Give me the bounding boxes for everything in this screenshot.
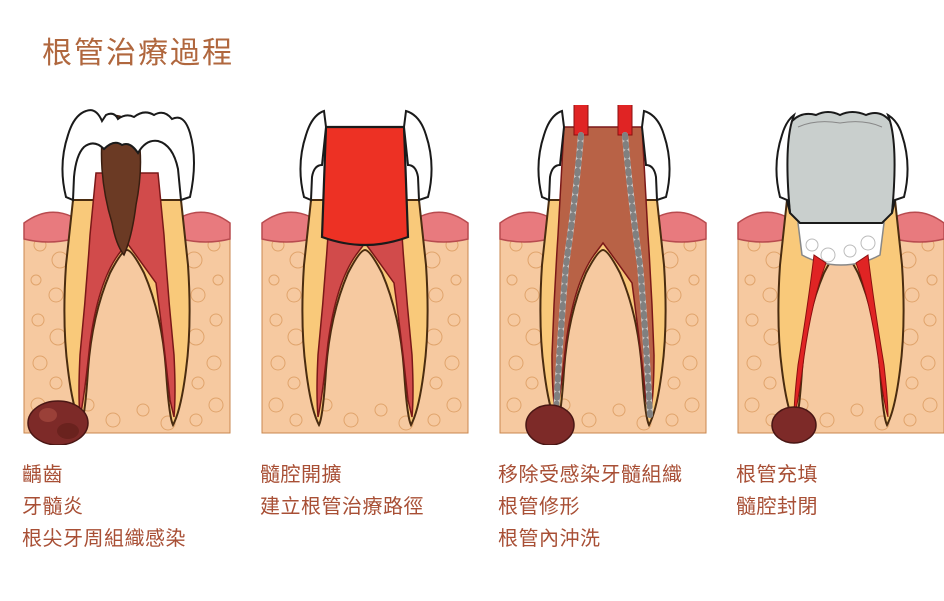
tooth-illustration-1 (18, 105, 236, 445)
tooth-illustration-3 (494, 105, 712, 445)
caption-block-4: 根管充填 髓腔封閉 (732, 459, 944, 523)
apical-lesion (772, 407, 816, 443)
stages-row: 齲齒 牙髓炎 根尖牙周組織感染 (18, 105, 944, 555)
caption-block-1: 齲齒 牙髓炎 根尖牙周組織感染 (18, 459, 236, 555)
caption-block-3: 移除受感染牙髓組織 根管修形 根管內沖洗 (494, 459, 712, 555)
caption-line: 根管內沖洗 (498, 523, 712, 555)
caption-line: 牙髓炎 (22, 491, 236, 523)
apical-lesion (526, 405, 574, 445)
caption-line: 根管修形 (498, 491, 712, 523)
caption-line: 根尖牙周組織感染 (22, 523, 236, 555)
coronal-buildup (798, 223, 884, 265)
apical-lesion (28, 401, 88, 445)
stage-4-obturation: 根管充填 髓腔封閉 (732, 105, 944, 555)
caption-line: 髓腔封閉 (736, 491, 944, 523)
tooth-illustration-2 (256, 105, 474, 445)
stage-1-diagnosis: 齲齒 牙髓炎 根尖牙周組織感染 (18, 105, 236, 555)
bone-block (262, 223, 468, 433)
bone-block (500, 223, 706, 433)
caption-line: 建立根管治療路徑 (260, 491, 474, 523)
caption-line: 根管充填 (736, 459, 944, 491)
tooth-illustration-4 (732, 105, 944, 445)
caption-line: 髓腔開擴 (260, 459, 474, 491)
crown-restoration (786, 112, 895, 223)
stage-2-access: 髓腔開擴 建立根管治療路徑 (256, 105, 474, 555)
stage-3-cleaning: 移除受感染牙髓組織 根管修形 根管內沖洗 (494, 105, 712, 555)
caption-line: 移除受感染牙髓組織 (498, 459, 712, 491)
caption-block-2: 髓腔開擴 建立根管治療路徑 (256, 459, 474, 523)
caption-line: 齲齒 (22, 459, 236, 491)
access-opening (322, 127, 408, 245)
page-title: 根管治療過程 (42, 28, 234, 72)
